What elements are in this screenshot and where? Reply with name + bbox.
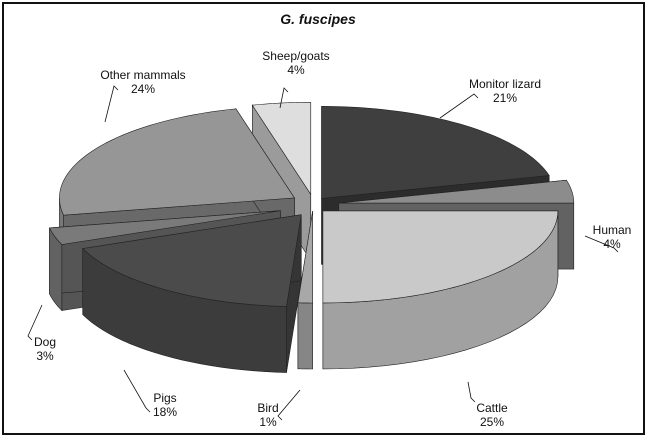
slice-percent-cattle: 25% xyxy=(480,415,504,429)
slice-label-monitor-lizard: Monitor lizard xyxy=(469,77,541,91)
leader-line-dog xyxy=(27,304,43,341)
slice-percent-bird: 1% xyxy=(259,415,277,429)
slice-bird xyxy=(297,210,313,370)
slice-label-bird: Bird xyxy=(257,401,278,415)
pie-slices xyxy=(49,101,575,373)
leader-line-pigs xyxy=(123,369,151,413)
chart-title: G. fuscipes xyxy=(280,11,356,27)
leader-line-monitor-lizard xyxy=(439,93,479,119)
leader-line-other-mammals xyxy=(104,85,119,123)
slice-percent-pigs: 18% xyxy=(153,405,177,419)
leader-lines xyxy=(27,85,619,421)
slice-percent-human: 4% xyxy=(603,237,621,251)
slice-pigs xyxy=(82,214,302,373)
slice-label-cattle: Cattle xyxy=(476,401,508,415)
slice-percent-other-mammals: 24% xyxy=(131,82,155,96)
slice-label-pigs: Pigs xyxy=(153,391,176,405)
leader-line-bird xyxy=(277,389,301,421)
slice-percent-sheep-goats: 4% xyxy=(287,63,305,77)
slice-percent-monitor-lizard: 21% xyxy=(493,91,517,105)
leader-line-human xyxy=(584,235,619,253)
slice-labels: Monitor lizard21%Human4%Cattle25%Bird1%P… xyxy=(34,49,631,429)
slice-label-other-mammals: Other mammals xyxy=(100,68,185,82)
leader-line-sheep-goats xyxy=(279,87,289,109)
slice-label-sheep-goats: Sheep/goats xyxy=(262,49,329,63)
slice-cattle xyxy=(322,210,559,370)
leader-line-cattle xyxy=(467,381,476,403)
slice-label-dog: Dog xyxy=(34,335,56,349)
slice-percent-dog: 3% xyxy=(36,349,54,363)
slice-label-human: Human xyxy=(593,223,632,237)
